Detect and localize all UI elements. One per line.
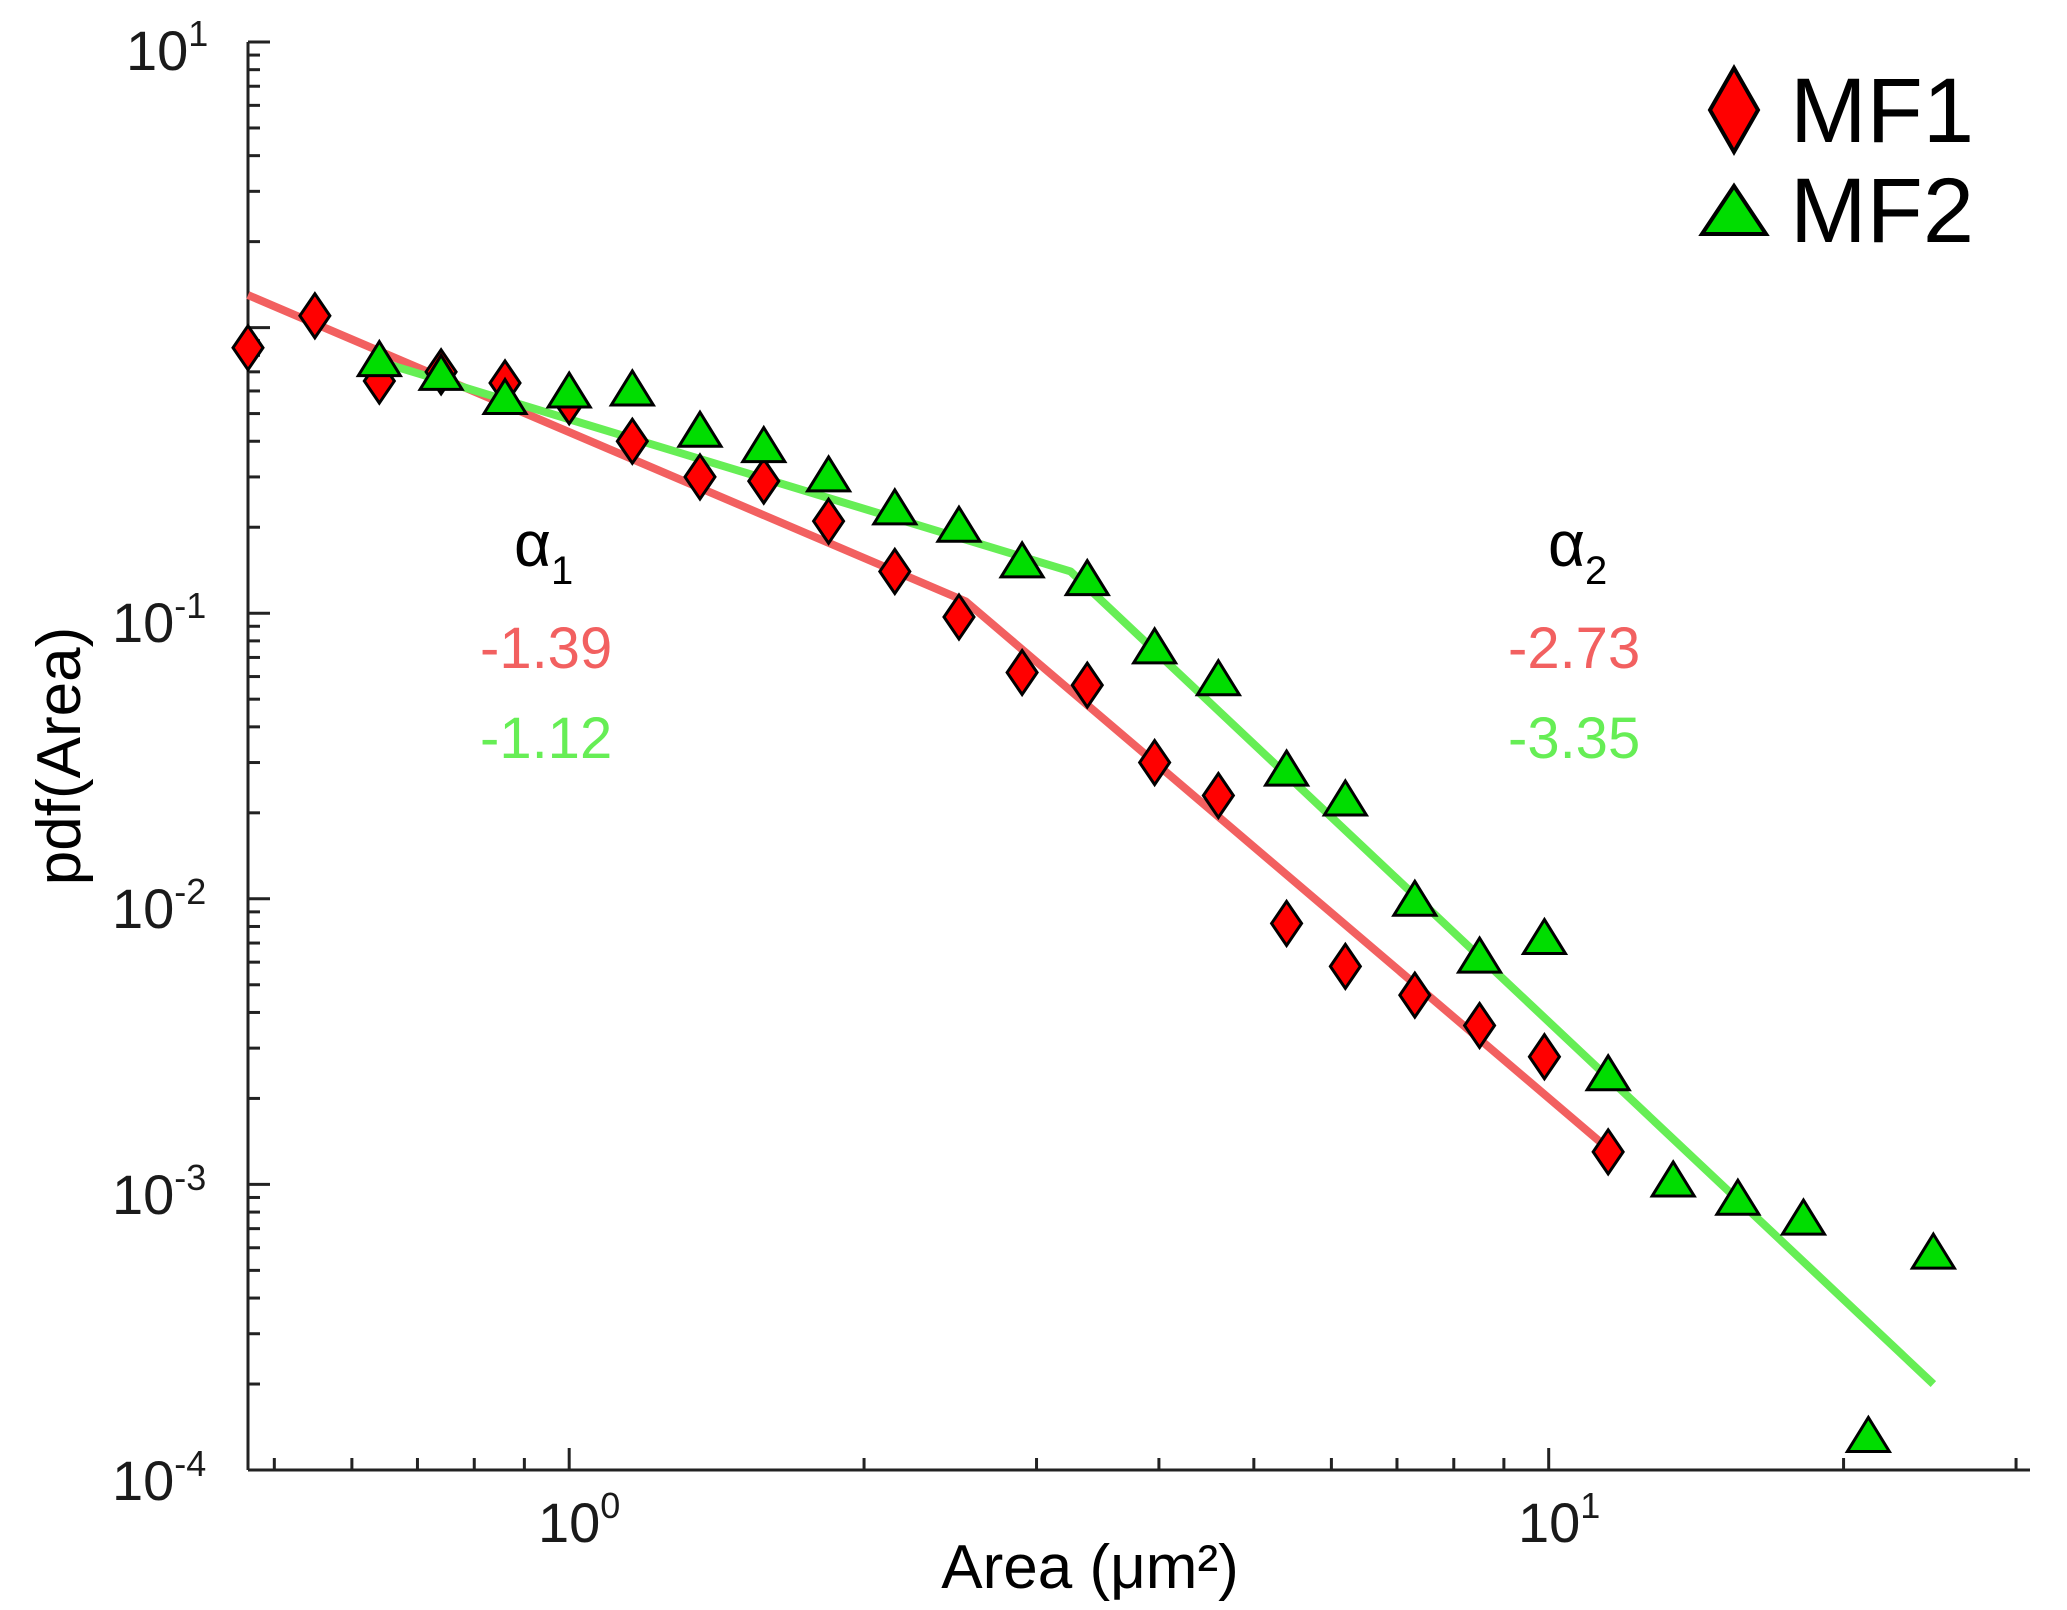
marker-mf1 xyxy=(298,291,332,341)
marker-mf2 xyxy=(1520,916,1569,956)
marker-mf2 xyxy=(355,338,404,378)
x-tick-label-1: 101 xyxy=(1518,1485,1600,1554)
alpha2-value-mf2: -3.35 xyxy=(1508,706,1640,771)
marker-mf1 xyxy=(811,496,846,546)
marker-mf2 xyxy=(1063,557,1111,597)
alpha2-value-mf1: -2.73 xyxy=(1508,616,1640,681)
legend-marker-mf2 xyxy=(1698,182,1770,236)
marker-mf2 xyxy=(1844,1414,1893,1453)
markers-mf2 xyxy=(355,338,1958,1453)
legend: MF1 MF2 xyxy=(1698,60,1974,262)
marker-mf1 xyxy=(877,546,912,597)
legend-label-mf1: MF1 xyxy=(1790,60,1974,162)
x-tick-label-0: 100 xyxy=(538,1485,620,1554)
marker-mf2 xyxy=(1391,878,1439,917)
marker-mf1 xyxy=(942,592,976,642)
marker-mf1 xyxy=(1462,1000,1497,1051)
marker-mf1 xyxy=(1328,941,1363,992)
marker-mf1 xyxy=(1137,737,1172,788)
marker-mf2 xyxy=(1779,1197,1828,1236)
markers-mf1 xyxy=(231,291,1625,1177)
alpha2-label: α2 xyxy=(1548,508,1607,593)
alpha1-value-mf2: -1.12 xyxy=(480,706,612,771)
y-tick-label-1: 10-1 xyxy=(112,585,206,654)
marker-mf2 xyxy=(1130,626,1179,665)
x-axis-title: Area (μm²) xyxy=(941,1533,1239,1602)
marker-mf2 xyxy=(417,352,465,391)
marker-mf1 xyxy=(1269,898,1304,949)
fit-line-mf1 xyxy=(246,291,1615,1155)
marker-mf2 xyxy=(481,376,529,416)
marker-mf2 xyxy=(1262,748,1311,787)
marker-mf1 xyxy=(1070,660,1105,710)
legend-label-mf2: MF2 xyxy=(1790,160,1974,262)
marker-mf1 xyxy=(1398,970,1432,1020)
marker-mf2 xyxy=(804,454,853,493)
marker-mf2 xyxy=(1649,1159,1697,1198)
marker-mf1 xyxy=(1527,1032,1562,1082)
y-tick-label-4: 10-4 xyxy=(112,1443,206,1512)
marker-mf2 xyxy=(1584,1052,1632,1092)
marker-mf2 xyxy=(608,368,657,407)
marker-mf1 xyxy=(746,456,781,506)
marker-mf2 xyxy=(1455,935,1504,974)
marker-mf2 xyxy=(1321,778,1370,817)
marker-mf2 xyxy=(1194,657,1243,697)
marker-mf2 xyxy=(676,409,724,448)
marker-mf1 xyxy=(1591,1127,1625,1177)
marker-mf2 xyxy=(998,540,1046,579)
x-ticks xyxy=(272,1448,2018,1470)
y-tick-label-0: 101 xyxy=(126,13,208,82)
marker-mf1 xyxy=(615,416,650,466)
y-tick-label-2: 10-2 xyxy=(112,871,206,940)
marker-mf2 xyxy=(1714,1177,1762,1216)
alpha1-label: α1 xyxy=(514,508,573,593)
y-ticks xyxy=(248,40,270,1472)
marker-mf1 xyxy=(231,323,265,373)
alpha1-value-mf1: -1.39 xyxy=(480,616,612,681)
fit-line-mf2 xyxy=(378,357,1937,1387)
marker-mf1 xyxy=(1201,770,1236,821)
marker-mf2 xyxy=(871,487,919,526)
marker-mf2 xyxy=(1909,1231,1958,1270)
marker-mf1 xyxy=(1005,647,1039,698)
marker-mf2 xyxy=(935,504,983,543)
marker-mf2 xyxy=(545,370,593,409)
legend-marker-mf1 xyxy=(1707,63,1761,157)
marker-mf1 xyxy=(683,452,717,502)
marker-mf2 xyxy=(740,424,788,464)
y-axis-title: pdf(Area) xyxy=(25,627,94,885)
y-tick-label-3: 10-3 xyxy=(112,1157,206,1226)
